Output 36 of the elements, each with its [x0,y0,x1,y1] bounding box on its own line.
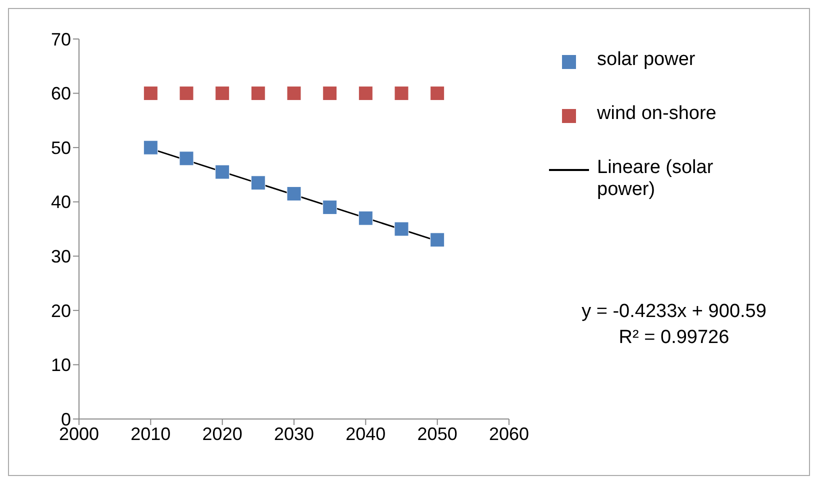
y-tick-label: 70 [50,29,71,50]
legend-label: solar power [597,49,696,71]
point [394,222,409,236]
legend-label: wind on-shore [597,103,718,125]
y-tick-label: 30 [50,246,71,267]
point [430,232,445,248]
point [394,86,409,101]
point [143,86,158,101]
x-tick-label: 2060 [488,424,530,444]
text: y = -0.4233x + 900.59 [582,301,766,322]
point [250,176,266,190]
y-tick-label: 50 [50,138,71,158]
y-tick-label: 20 [50,300,71,321]
point [322,86,338,101]
point [179,151,194,166]
x-tick-label: 2020 [202,424,242,444]
point [358,210,373,226]
x-tick-label: 2040 [346,424,386,444]
point [215,164,230,180]
point [358,86,373,101]
point [143,140,158,155]
x-tick-label: 2030 [274,424,314,444]
point [250,86,266,101]
y-tick-label: 60 [50,84,71,104]
point [430,86,445,101]
legend-label: Lineare (solar power) [597,157,714,201]
point [179,86,194,101]
point [322,200,338,215]
text: R² = 0.99726 [618,327,730,348]
x-tick-label: 2050 [417,424,458,444]
point [286,86,302,101]
y-tick-label: 10 [50,355,71,376]
point [286,186,302,201]
point [215,86,230,101]
x-tick-label: 2010 [130,424,171,444]
y-tick-label: 40 [50,192,71,212]
